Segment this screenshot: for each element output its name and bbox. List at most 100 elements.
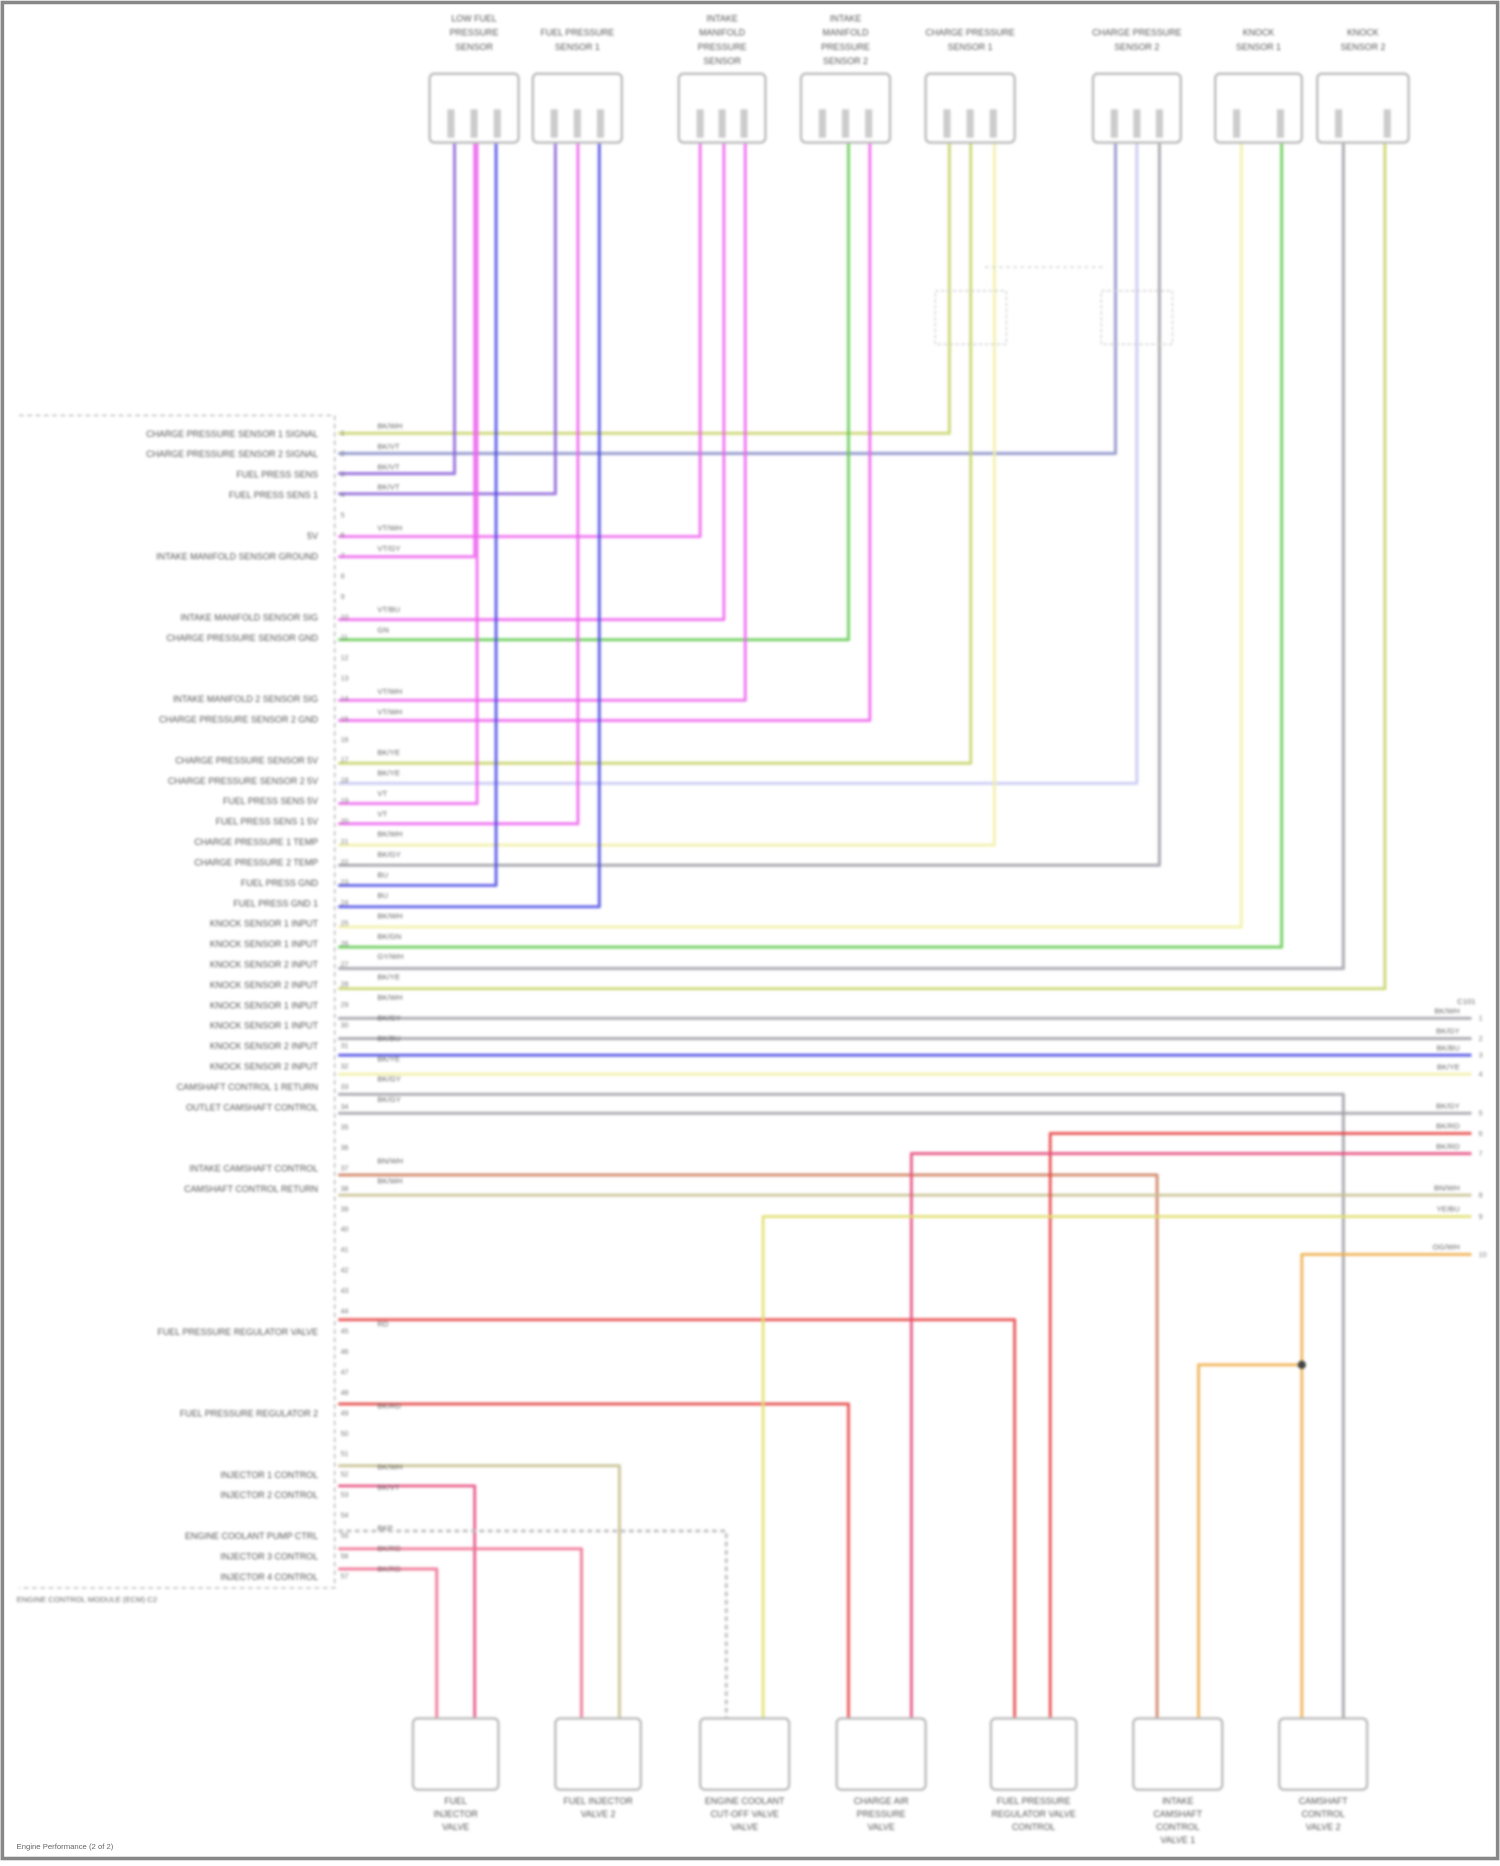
- wire-orange: [1197, 1363, 1302, 1721]
- pin-label: FUEL PRESS SENS 5V: [223, 796, 318, 806]
- wire-code: VT/WH: [377, 687, 402, 696]
- top-connector-label: CHARGE PRESSURE: [1092, 28, 1181, 38]
- pin-number: 50: [341, 1430, 349, 1438]
- wire-yellow: [761, 1214, 1472, 1721]
- pin-label: INJECTOR 2 CONTROL: [220, 1490, 318, 1500]
- pin-number: 34: [341, 1103, 349, 1111]
- pin-label: CHARGE PRESSURE SENSOR 2 SIGNAL: [146, 449, 318, 459]
- top-connector-label: PRESSURE: [698, 42, 747, 52]
- wire-code: BK/YE: [377, 1054, 400, 1063]
- connector-pin: [1276, 109, 1285, 138]
- bottom-connector: [411, 1717, 500, 1791]
- top-connector-label: SENSOR 1: [1236, 42, 1281, 52]
- connector-pin: [841, 109, 850, 138]
- inline-connector: [934, 290, 1007, 345]
- right-connector-label: C101: [1457, 997, 1475, 1006]
- bottom-connector-label: CHARGE AIR: [854, 1796, 909, 1806]
- pin-label: CHARGE PRESSURE SENSOR 2 GND: [159, 715, 318, 725]
- wire-code: VT: [377, 809, 387, 818]
- bottom-connector-label: ENGINE COOLANT: [705, 1796, 785, 1806]
- wire-code: VT/WH: [377, 524, 402, 533]
- wire-yellowgreen: [338, 142, 1387, 991]
- wire-code: BKP: [377, 1524, 392, 1533]
- pin-label: FUEL PRESSURE REGULATOR VALVE: [157, 1327, 318, 1337]
- pin-number: 35: [341, 1124, 349, 1132]
- wire-blue: [338, 142, 601, 909]
- wire-slate: [338, 142, 1118, 455]
- pin-number: 8: [341, 573, 345, 581]
- pin-label: INTAKE CAMSHAFT CONTROL: [189, 1164, 318, 1174]
- wire-code: BK/WH: [377, 993, 402, 1002]
- pin-label: INTAKE MANIFOLD 2 SENSOR SIG: [173, 694, 318, 704]
- pin-number: 12: [341, 654, 349, 662]
- bottom-connector-label: INJECTOR: [434, 1809, 479, 1819]
- bottom-connector-label: CONTROL: [1156, 1822, 1200, 1832]
- bottom-connector-label: CAMSHAFT: [1299, 1796, 1348, 1806]
- bottom-connector: [698, 1717, 791, 1791]
- pin-number: 53: [341, 1491, 349, 1499]
- connectors: [18, 72, 1410, 1791]
- splice-point: [1297, 1360, 1306, 1369]
- top-connector-label: MANIFOLD: [823, 28, 869, 38]
- bottom-connector-label: CONTROL: [1301, 1809, 1345, 1819]
- wire-lightyellow: [338, 142, 997, 847]
- right-pin-number: 6: [1479, 1130, 1483, 1138]
- pin-label: CHARGE PRESSURE 1 TEMP: [194, 837, 318, 847]
- bottom-connector: [989, 1717, 1078, 1791]
- top-connector: [1316, 72, 1410, 144]
- wire-code: BU: [377, 871, 388, 880]
- wire-orange: [1300, 1252, 1472, 1721]
- wire-gray: [338, 142, 1161, 867]
- wire-code: BK/WH: [377, 422, 402, 431]
- wire-code: BK/RD: [377, 1544, 401, 1553]
- pin-number: 28: [341, 981, 349, 989]
- connector-pin: [1155, 109, 1163, 138]
- pin-number: 16: [341, 736, 349, 744]
- wire-blue: [338, 142, 498, 887]
- wire-magenta: [338, 142, 580, 826]
- top-connector-label: PRESSURE: [821, 42, 870, 52]
- pin-label: CHARGE PRESSURE 2 TEMP: [194, 857, 318, 867]
- wire-shield: [338, 1529, 728, 1721]
- wire-lavender: [338, 142, 1139, 785]
- wire-pinkred: [338, 1484, 477, 1721]
- connector-pin: [470, 109, 478, 138]
- wire-magenta: [338, 142, 747, 702]
- bottom-connector-label: VALVE 2: [581, 1809, 616, 1819]
- pin-number: 19: [341, 797, 349, 805]
- wire-red: [1048, 1131, 1472, 1721]
- top-connector-label: SENSOR 1: [948, 42, 993, 52]
- wire-code: VT/GY: [377, 544, 400, 553]
- pin-label: ENGINE COOLANT PUMP CTRL: [185, 1531, 318, 1541]
- pin-label: INJECTOR 4 CONTROL: [220, 1572, 318, 1582]
- top-connector-label: MANIFOLD: [699, 28, 745, 38]
- pin-number: 56: [341, 1552, 349, 1560]
- wire-lightyellow: [338, 142, 1243, 929]
- right-wire-code: BK/GY: [1436, 1102, 1460, 1111]
- right-wire-code: BK/GY: [1436, 1027, 1460, 1036]
- top-connector-label: SENSOR 2: [1340, 42, 1385, 52]
- pin-number: 24: [341, 899, 349, 907]
- pin-label: OUTLET CAMSHAFT CONTROL: [186, 1102, 318, 1112]
- right-wire-code: YE/BU: [1437, 1205, 1460, 1214]
- right-pin-number: 5: [1479, 1110, 1483, 1118]
- bottom-connector: [835, 1717, 927, 1791]
- right-wire-code: BK/RD: [1436, 1142, 1460, 1151]
- pin-number: 11: [341, 634, 348, 642]
- right-pin-number: 10: [1479, 1251, 1487, 1259]
- pin-label: CAMSHAFT CONTROL 1 RETURN: [177, 1082, 318, 1092]
- top-connector-label: KNOCK: [1347, 28, 1379, 38]
- right-pin-number: 1: [1479, 1015, 1483, 1023]
- top-connector-label: SENSOR 2: [823, 56, 868, 66]
- bottom-connector-label: VALVE 2: [1306, 1822, 1341, 1832]
- connector-pin: [718, 109, 726, 138]
- wire-code: VT/BU: [377, 605, 400, 614]
- pin-number: 3: [341, 470, 345, 478]
- pin-label: KNOCK SENSOR 2 INPUT: [210, 980, 319, 990]
- top-connector-label: LOW FUEL: [451, 13, 497, 23]
- pin-number: 47: [341, 1369, 349, 1377]
- pin-label: CAMSHAFT CONTROL RETURN: [184, 1184, 318, 1194]
- inline-connector: [1100, 290, 1174, 345]
- right-wire-code: BK/YE: [1437, 1062, 1460, 1071]
